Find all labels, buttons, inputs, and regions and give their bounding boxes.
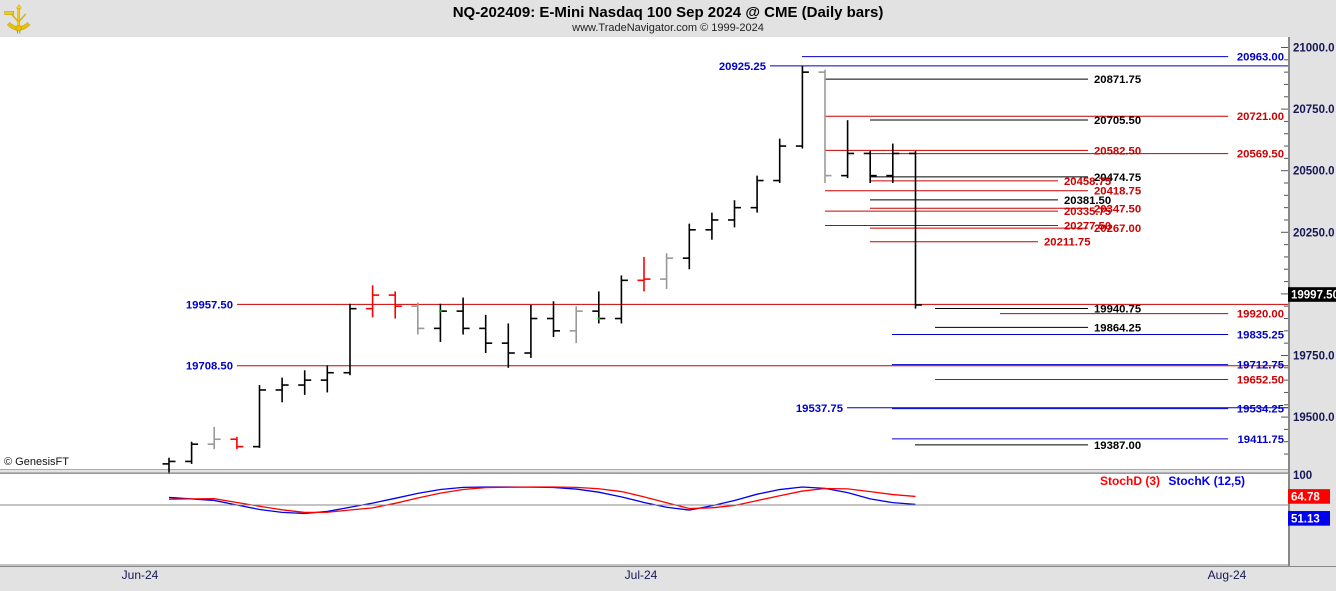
svg-text:20871.75: 20871.75	[1094, 74, 1141, 86]
svg-text:20335.75: 20335.75	[1064, 206, 1111, 218]
svg-text:20750.0: 20750.0	[1293, 104, 1335, 116]
svg-text:19835.25: 19835.25	[1237, 329, 1284, 341]
svg-text:Jun-24: Jun-24	[122, 568, 159, 582]
svg-text:StochD (3): StochD (3)	[1100, 474, 1160, 488]
svg-text:19708.50: 19708.50	[186, 361, 233, 373]
svg-text:19940.75: 19940.75	[1094, 303, 1141, 315]
svg-text:19920.00: 19920.00	[1237, 309, 1284, 321]
svg-text:19652.50: 19652.50	[1237, 375, 1284, 387]
svg-text:Jul-24: Jul-24	[625, 568, 658, 582]
svg-text:19537.75: 19537.75	[796, 403, 843, 415]
svg-text:19534.25: 19534.25	[1237, 404, 1284, 416]
svg-text:19864.25: 19864.25	[1094, 322, 1141, 334]
svg-text:19750.0: 19750.0	[1293, 350, 1335, 362]
svg-text:64.78: 64.78	[1291, 491, 1320, 503]
svg-text:StochK (12,5): StochK (12,5)	[1168, 474, 1245, 488]
svg-text:100: 100	[1293, 470, 1312, 482]
svg-text:20925.25: 20925.25	[719, 61, 766, 73]
svg-text:Aug-24: Aug-24	[1208, 568, 1247, 582]
svg-text:20721.00: 20721.00	[1237, 111, 1284, 123]
svg-text:20963.00: 20963.00	[1237, 52, 1284, 64]
svg-text:20569.50: 20569.50	[1237, 149, 1284, 161]
svg-text:20500.0: 20500.0	[1293, 166, 1335, 178]
svg-text:19957.50: 19957.50	[186, 299, 233, 311]
svg-text:19500.0: 19500.0	[1293, 412, 1335, 424]
svg-text:19997.50: 19997.50	[1291, 290, 1336, 302]
svg-text:21000.0: 21000.0	[1293, 43, 1335, 55]
svg-text:19411.75: 19411.75	[1238, 434, 1285, 446]
svg-text:20705.50: 20705.50	[1094, 115, 1141, 127]
svg-text:20211.75: 20211.75	[1044, 237, 1091, 249]
svg-text:20250.0: 20250.0	[1293, 227, 1335, 239]
svg-text:51.13: 51.13	[1291, 513, 1320, 525]
svg-text:19387.00: 19387.00	[1094, 440, 1141, 452]
svg-text:19712.75: 19712.75	[1237, 360, 1284, 372]
svg-text:20267.00: 20267.00	[1094, 223, 1141, 235]
svg-text:20582.50: 20582.50	[1094, 145, 1141, 157]
